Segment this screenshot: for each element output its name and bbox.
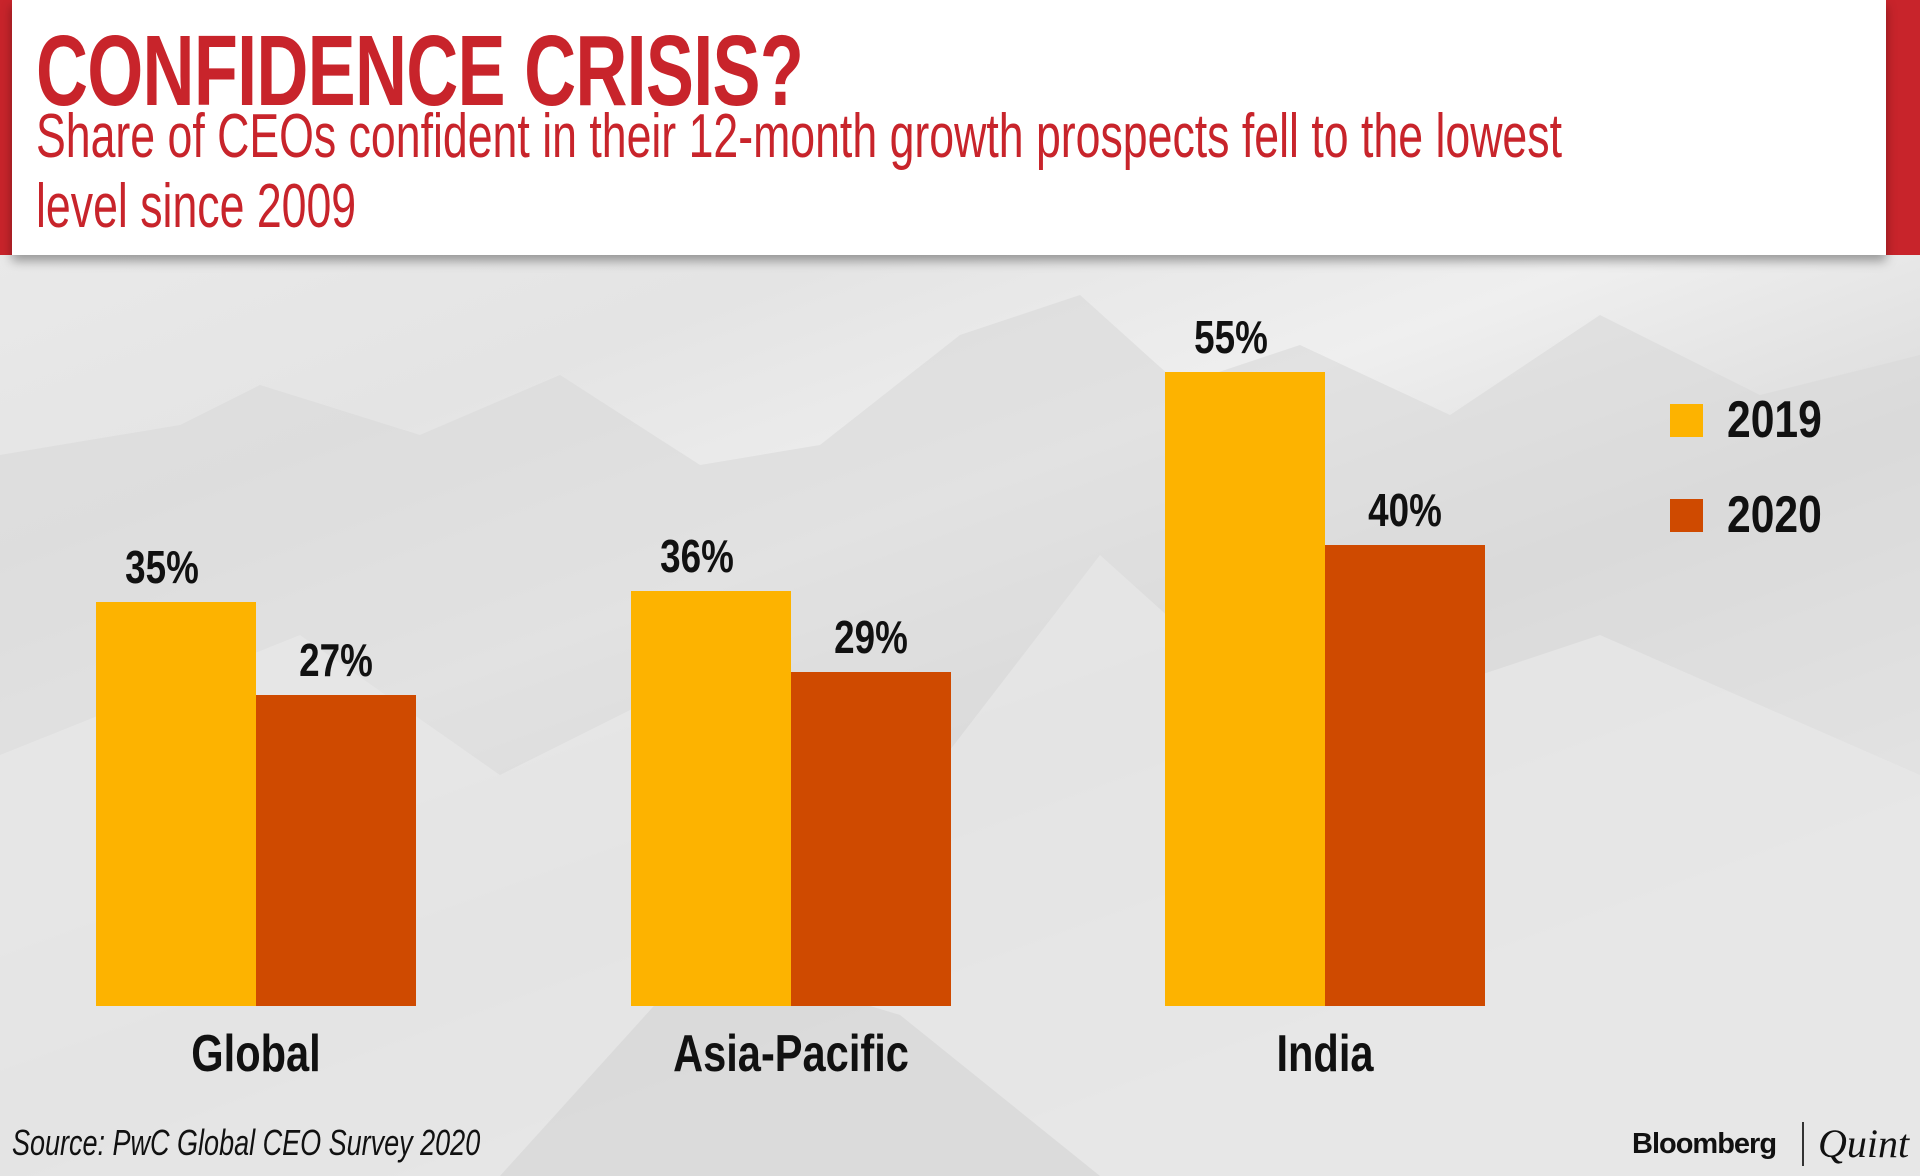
value-label: 35% (125, 541, 199, 594)
chart-subtitle-line1: Share of CEOs confident in their 12-mont… (36, 102, 1562, 171)
bar-2019-india (1165, 371, 1325, 1006)
value-label: 55% (1194, 310, 1268, 363)
bar-2020-asia-pacific (791, 671, 951, 1006)
chart-title: CONFIDENCE CRISIS? (36, 15, 804, 127)
legend-label-2020: 2020 (1727, 486, 1822, 544)
value-label: 36% (660, 529, 734, 582)
legend-label-2019: 2019 (1727, 391, 1822, 449)
legend-swatch-2019 (1670, 404, 1703, 437)
bar-2020-global (256, 694, 416, 1006)
logo-divider (1802, 1122, 1804, 1166)
value-label: 27% (299, 633, 373, 686)
legend-swatch-2020 (1670, 499, 1703, 532)
value-label: 29% (834, 610, 908, 663)
accent-strip-right (1886, 0, 1920, 255)
category-label: India (1276, 1025, 1374, 1083)
header-panel (12, 0, 1886, 255)
category-label: Global (191, 1025, 321, 1083)
bar-2019-asia-pacific (631, 590, 791, 1006)
logo-quint: Quint (1818, 1121, 1910, 1166)
logo-bloomberg: Bloomberg (1632, 1128, 1777, 1160)
category-label: Asia-Pacific (673, 1025, 909, 1083)
source-note: Source: PwC Global CEO Survey 2020 (12, 1122, 481, 1163)
bar-2019-global (96, 602, 256, 1006)
bar-2020-india (1325, 544, 1485, 1006)
value-label: 40% (1368, 483, 1442, 536)
chart-subtitle-line2: level since 2009 (36, 172, 357, 241)
accent-strip-left (0, 0, 12, 255)
